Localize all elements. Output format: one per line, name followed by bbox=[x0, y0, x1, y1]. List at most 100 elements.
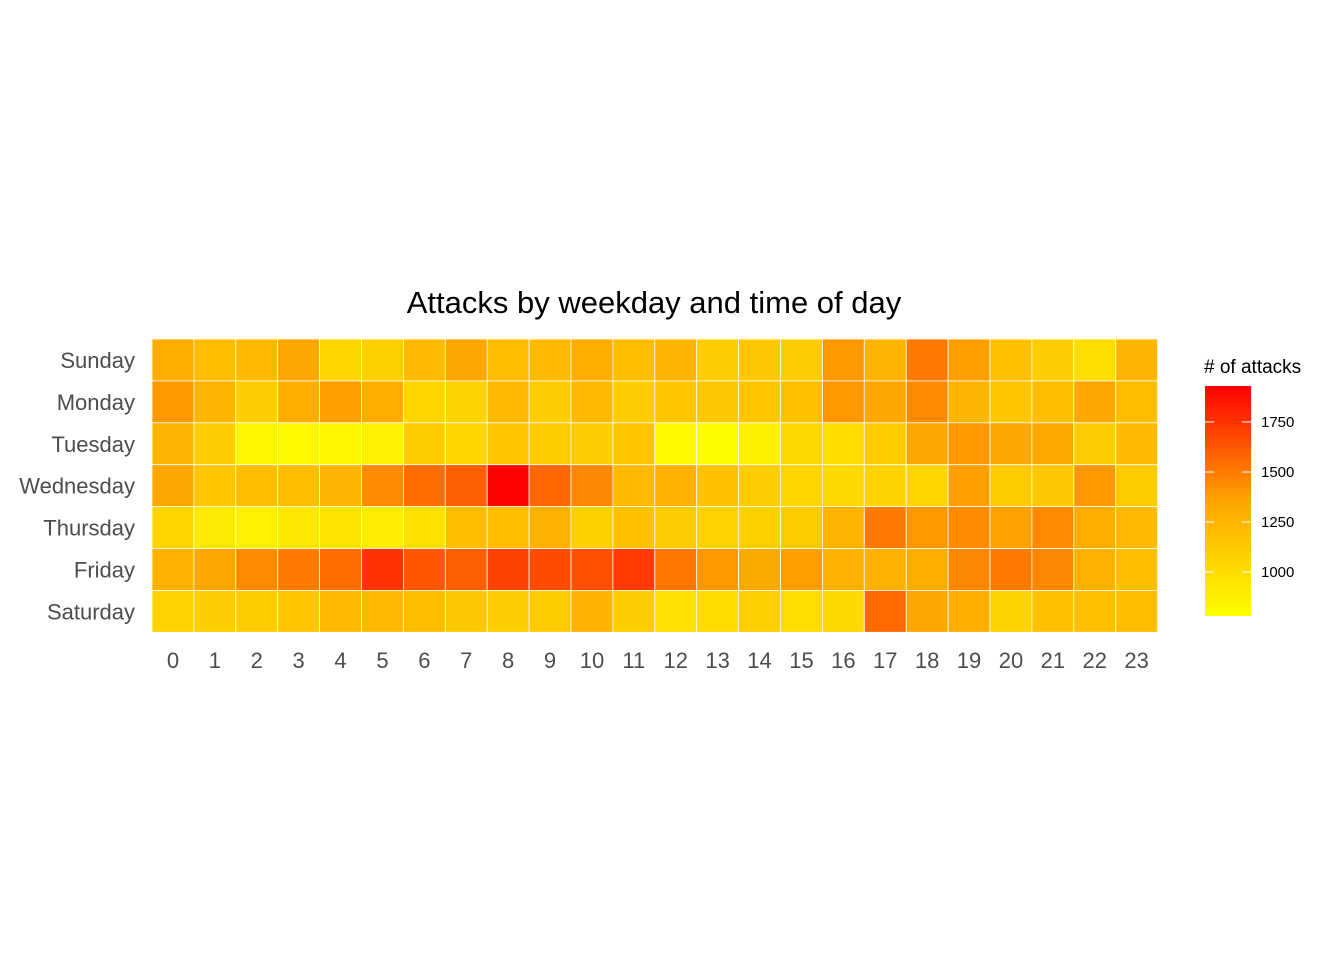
heatmap-cell-sunday-16 bbox=[822, 338, 865, 382]
heatmap-cell-tuesday-20 bbox=[989, 422, 1033, 466]
heatmap-cell-monday-9 bbox=[528, 380, 572, 424]
heatmap-cell-thursday-8 bbox=[486, 506, 530, 549]
heatmap-cell-wednesday-19 bbox=[947, 464, 991, 508]
heatmap-cell-friday-22 bbox=[1073, 548, 1117, 591]
heatmap-cell-tuesday-15 bbox=[780, 422, 823, 466]
y-tick-label: Sunday bbox=[60, 348, 135, 373]
heatmap-cell-tuesday-14 bbox=[738, 422, 781, 466]
heatmap-cell-wednesday-2 bbox=[235, 464, 279, 508]
heatmap-cell-friday-8 bbox=[486, 548, 530, 591]
x-tick-label: 4 bbox=[334, 648, 346, 673]
heatmap-cell-thursday-16 bbox=[822, 506, 865, 549]
y-tick-label: Friday bbox=[74, 557, 135, 582]
x-tick-label: 22 bbox=[1083, 648, 1107, 673]
heatmap-cell-tuesday-19 bbox=[947, 422, 991, 466]
heatmap-cell-thursday-13 bbox=[696, 506, 740, 549]
legend-colorbar bbox=[1205, 386, 1251, 616]
x-tick-label: 6 bbox=[418, 648, 430, 673]
heatmap-cell-tuesday-8 bbox=[486, 422, 530, 466]
x-tick-label: 0 bbox=[167, 648, 179, 673]
heatmap-cell-sunday-12 bbox=[654, 338, 698, 382]
heatmap-cell-friday-7 bbox=[444, 548, 488, 591]
heatmap-cell-thursday-22 bbox=[1073, 506, 1117, 549]
heatmap-cell-monday-2 bbox=[235, 380, 279, 424]
legend-tick-label: 1500 bbox=[1261, 464, 1294, 481]
x-tick-label: 14 bbox=[747, 648, 771, 673]
heatmap-cell-thursday-7 bbox=[444, 506, 488, 549]
heatmap-cell-tuesday-9 bbox=[528, 422, 572, 466]
x-tick-label: 11 bbox=[622, 648, 645, 673]
legend-tick-label: 1250 bbox=[1261, 514, 1294, 531]
heatmap-cell-monday-21 bbox=[1031, 380, 1075, 424]
x-tick-label: 9 bbox=[544, 648, 556, 673]
heatmap-cell-friday-14 bbox=[738, 548, 781, 591]
heatmap-cell-saturday-4 bbox=[319, 590, 362, 633]
heatmap-cell-wednesday-0 bbox=[151, 464, 195, 508]
legend-tick-label: 1750 bbox=[1261, 414, 1294, 431]
heatmap-cell-sunday-8 bbox=[486, 338, 530, 382]
heatmap-cell-friday-13 bbox=[696, 548, 740, 591]
heatmap-cell-friday-23 bbox=[1115, 548, 1158, 591]
heatmap-cell-monday-5 bbox=[361, 380, 404, 424]
x-tick-label: 1 bbox=[209, 648, 221, 673]
heatmap-cell-wednesday-8 bbox=[486, 464, 530, 508]
heatmap-cell-sunday-5 bbox=[361, 338, 404, 382]
y-axis-tick-labels: Sunday Monday Tuesday Wednesday Thursday Frid… bbox=[19, 348, 135, 624]
heatmap-cell-sunday-0 bbox=[151, 338, 195, 382]
heatmap-cell-monday-4 bbox=[319, 380, 362, 424]
heatmap-cell-sunday-14 bbox=[738, 338, 781, 382]
legend-title: # of attacks bbox=[1204, 357, 1301, 378]
heatmap-cell-wednesday-18 bbox=[905, 464, 949, 508]
heatmap-cell-saturday-14 bbox=[738, 590, 781, 633]
heatmap-cell-thursday-10 bbox=[570, 506, 614, 549]
heatmap-cell-friday-18 bbox=[905, 548, 949, 591]
heatmap-cell-monday-1 bbox=[193, 380, 237, 424]
heatmap-cell-saturday-22 bbox=[1073, 590, 1117, 633]
x-tick-label: 21 bbox=[1041, 648, 1065, 673]
heatmap-cell-saturday-20 bbox=[989, 590, 1033, 633]
heatmap-cell-tuesday-22 bbox=[1073, 422, 1117, 466]
heatmap-cell-monday-0 bbox=[151, 380, 195, 424]
heatmap-cell-saturday-7 bbox=[444, 590, 488, 633]
x-tick-label: 3 bbox=[293, 648, 305, 673]
heatmap-cell-sunday-6 bbox=[402, 338, 446, 382]
heatmap-cell-sunday-10 bbox=[570, 338, 614, 382]
heatmap-cell-tuesday-18 bbox=[905, 422, 949, 466]
heatmap-cell-wednesday-3 bbox=[277, 464, 321, 508]
heatmap-cell-saturday-17 bbox=[863, 590, 907, 633]
heatmap-cell-monday-13 bbox=[696, 380, 740, 424]
heatmap-cell-friday-15 bbox=[780, 548, 823, 591]
heatmap-cell-tuesday-4 bbox=[319, 422, 362, 466]
heatmap-cell-saturday-21 bbox=[1031, 590, 1075, 633]
heatmap-cell-sunday-19 bbox=[947, 338, 991, 382]
heatmap-cell-saturday-6 bbox=[402, 590, 446, 633]
heatmap-cell-wednesday-16 bbox=[822, 464, 865, 508]
heatmap-cell-tuesday-3 bbox=[277, 422, 321, 466]
heatmap-cell-friday-3 bbox=[277, 548, 321, 591]
heatmap-cell-thursday-1 bbox=[193, 506, 237, 549]
heatmap-cell-friday-12 bbox=[654, 548, 698, 591]
heatmap-cell-wednesday-11 bbox=[612, 464, 656, 508]
heatmap-cell-tuesday-5 bbox=[361, 422, 404, 466]
heatmap-cell-tuesday-12 bbox=[654, 422, 698, 466]
heatmap-cell-sunday-1 bbox=[193, 338, 237, 382]
heatmap-cell-friday-10 bbox=[570, 548, 614, 591]
heatmap-cell-saturday-13 bbox=[696, 590, 740, 633]
x-tick-label: 8 bbox=[502, 648, 514, 673]
heatmap-cell-saturday-2 bbox=[235, 590, 279, 633]
x-tick-label: 13 bbox=[705, 648, 729, 673]
heatmap-cell-thursday-0 bbox=[151, 506, 195, 549]
heatmap-cell-sunday-9 bbox=[528, 338, 572, 382]
heatmap-cell-sunday-18 bbox=[905, 338, 949, 382]
heatmap-cell-wednesday-17 bbox=[863, 464, 907, 508]
heatmap-cell-tuesday-11 bbox=[612, 422, 656, 466]
y-tick-label: Monday bbox=[57, 390, 135, 415]
heatmap-cell-monday-18 bbox=[905, 380, 949, 424]
heatmap-cell-friday-1 bbox=[193, 548, 237, 591]
heatmap-cell-monday-23 bbox=[1115, 380, 1158, 424]
heatmap-cell-monday-3 bbox=[277, 380, 321, 424]
heatmap-cell-saturday-23 bbox=[1115, 590, 1158, 633]
heatmap-cell-sunday-21 bbox=[1031, 338, 1075, 382]
heatmap-cell-thursday-6 bbox=[402, 506, 446, 549]
